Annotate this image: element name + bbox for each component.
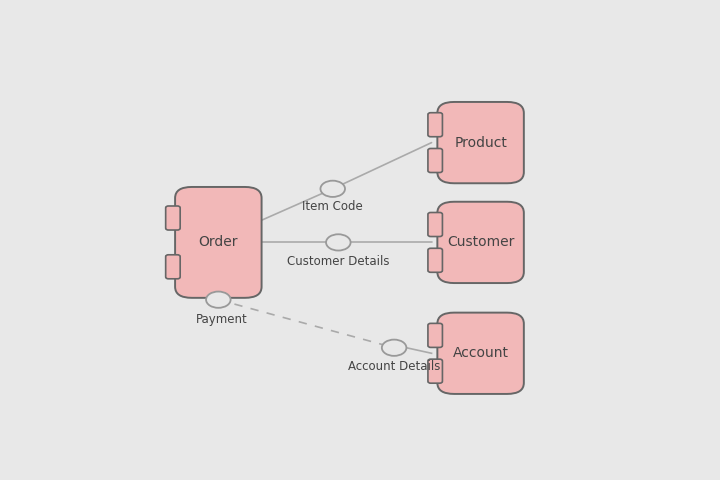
FancyBboxPatch shape <box>166 255 180 279</box>
Text: Item Code: Item Code <box>302 200 363 213</box>
FancyBboxPatch shape <box>428 148 442 172</box>
Text: Account: Account <box>453 346 508 360</box>
FancyBboxPatch shape <box>428 359 442 383</box>
Text: Account Details: Account Details <box>348 360 441 372</box>
Circle shape <box>382 340 406 356</box>
Circle shape <box>206 291 230 308</box>
FancyBboxPatch shape <box>166 206 180 230</box>
FancyBboxPatch shape <box>175 187 261 298</box>
Text: Customer: Customer <box>447 235 514 250</box>
FancyBboxPatch shape <box>428 248 442 272</box>
Text: Customer Details: Customer Details <box>287 255 390 268</box>
FancyBboxPatch shape <box>437 102 524 183</box>
FancyBboxPatch shape <box>437 312 524 394</box>
Circle shape <box>320 180 345 197</box>
Text: Product: Product <box>454 136 507 150</box>
FancyBboxPatch shape <box>428 113 442 137</box>
FancyBboxPatch shape <box>428 324 442 348</box>
Text: Order: Order <box>199 235 238 250</box>
FancyBboxPatch shape <box>437 202 524 283</box>
Text: Payment: Payment <box>196 312 248 325</box>
FancyBboxPatch shape <box>428 213 442 237</box>
Circle shape <box>326 234 351 251</box>
